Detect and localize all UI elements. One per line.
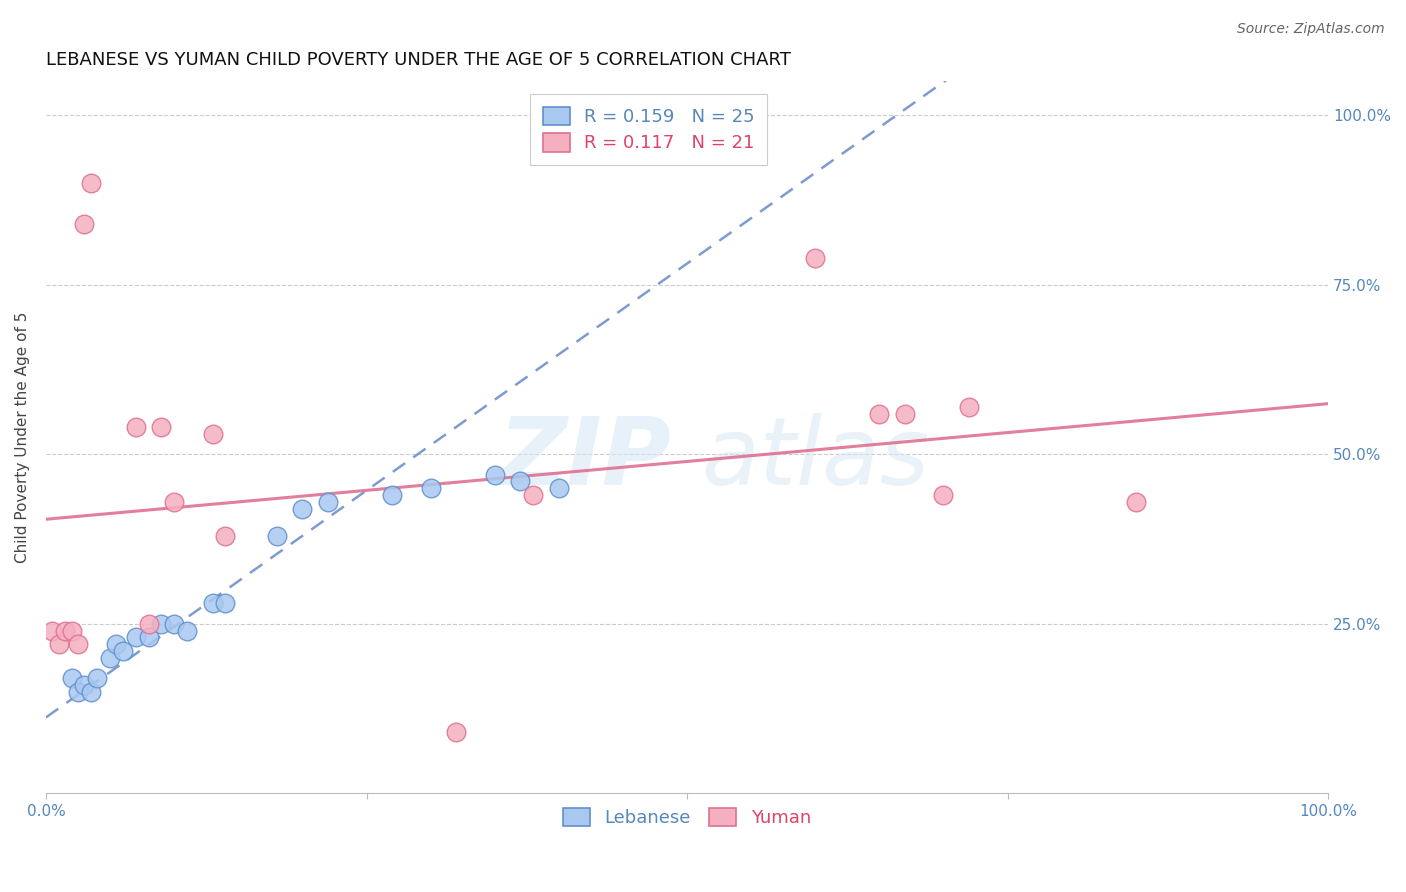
- Point: [868, 407, 890, 421]
- Y-axis label: Child Poverty Under the Age of 5: Child Poverty Under the Age of 5: [15, 311, 30, 563]
- Point: [86, 671, 108, 685]
- Point: [41, 624, 63, 638]
- Point: [509, 475, 531, 489]
- Point: [419, 481, 441, 495]
- Point: [150, 420, 173, 434]
- Point: [932, 488, 955, 502]
- Point: [381, 488, 404, 502]
- Point: [111, 644, 134, 658]
- Point: [547, 481, 569, 495]
- Point: [80, 684, 103, 698]
- Point: [73, 217, 96, 231]
- Point: [125, 420, 148, 434]
- Point: [214, 597, 236, 611]
- Point: [66, 684, 89, 698]
- Point: [163, 495, 186, 509]
- Point: [125, 631, 148, 645]
- Point: [214, 529, 236, 543]
- Point: [316, 495, 339, 509]
- Text: Source: ZipAtlas.com: Source: ZipAtlas.com: [1237, 22, 1385, 37]
- Point: [201, 597, 224, 611]
- Text: atlas: atlas: [702, 413, 929, 504]
- Point: [1125, 495, 1147, 509]
- Point: [73, 678, 96, 692]
- Text: ZIP: ZIP: [498, 413, 671, 505]
- Point: [894, 407, 917, 421]
- Point: [201, 426, 224, 441]
- Point: [138, 631, 160, 645]
- Text: LEBANESE VS YUMAN CHILD POVERTY UNDER THE AGE OF 5 CORRELATION CHART: LEBANESE VS YUMAN CHILD POVERTY UNDER TH…: [46, 51, 790, 69]
- Point: [291, 501, 314, 516]
- Point: [48, 637, 70, 651]
- Point: [60, 671, 83, 685]
- Point: [702, 115, 724, 129]
- Point: [957, 400, 980, 414]
- Point: [727, 115, 749, 129]
- Point: [522, 488, 544, 502]
- Point: [266, 529, 288, 543]
- Point: [98, 650, 121, 665]
- Point: [138, 616, 160, 631]
- Point: [163, 616, 186, 631]
- Point: [150, 616, 173, 631]
- Point: [60, 624, 83, 638]
- Point: [80, 176, 103, 190]
- Point: [446, 725, 468, 739]
- Point: [66, 637, 89, 651]
- Point: [53, 624, 76, 638]
- Point: [804, 251, 827, 265]
- Legend: Lebanese, Yuman: Lebanese, Yuman: [555, 800, 818, 834]
- Point: [176, 624, 198, 638]
- Point: [484, 467, 506, 482]
- Point: [105, 637, 128, 651]
